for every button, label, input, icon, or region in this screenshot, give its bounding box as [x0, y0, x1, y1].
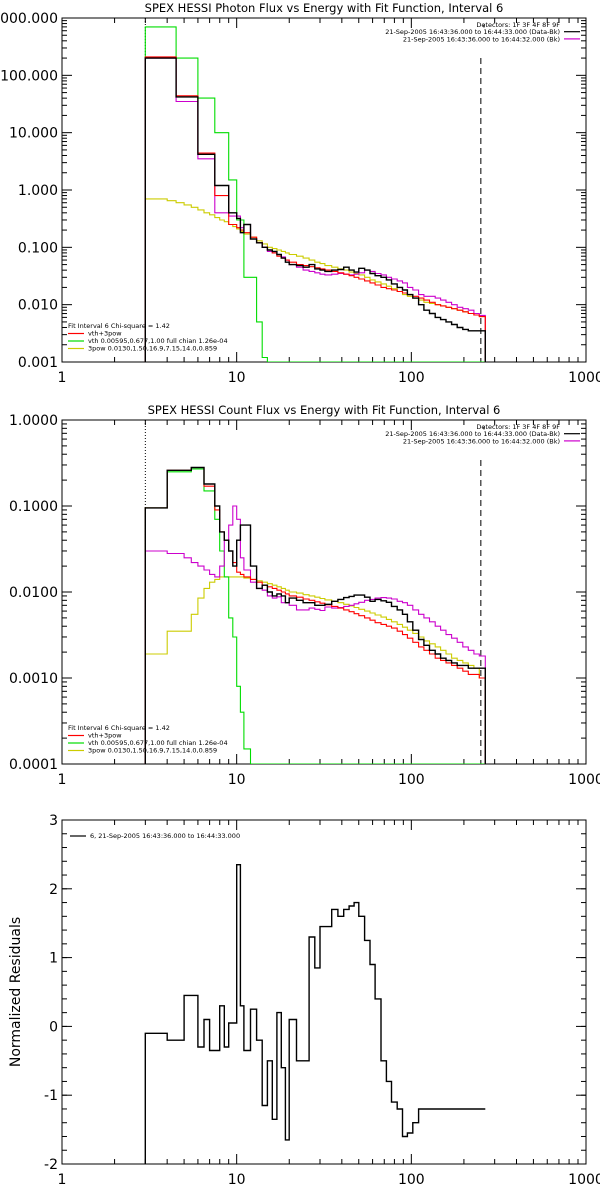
x-tick-label: 10 [228, 1172, 246, 1188]
annotation-top-right: 21-Sep-2005 16:43:36.000 to 16:44:32.000… [403, 35, 560, 43]
annotation-top-right: 21-Sep-2005 16:43:36.000 to 16:44:33.000… [385, 430, 560, 438]
legend-label: 6, 21-Sep-2005 16:43:36.000 to 16:44:33.… [90, 832, 240, 840]
y-tick-label: 0.0100 [9, 585, 58, 601]
y-tick-label: 2 [49, 882, 58, 898]
y-tick-label: 1 [49, 951, 58, 967]
annotation-bottom-left: vth 0.00595,0.677,1.00 full chian 1.26e-… [88, 739, 228, 747]
series-group [144, 864, 486, 1164]
annotation-bottom-left: Fit Interval 6 Chi-square = 1.42 [68, 322, 170, 330]
x-tick-label: 1000 [568, 772, 600, 788]
x-tick-label: 10 [228, 370, 246, 386]
series-group [144, 466, 486, 764]
count-flux-panel: SPEX HESSI Count Flux vs Energy with Fit… [9, 403, 600, 788]
annotation-top-right: Detectors: 1F 3F 4F 8F 9F [476, 423, 560, 431]
chart-title: SPEX HESSI Photon Flux vs Energy with Fi… [145, 1, 504, 15]
y-tick-label: 0.001 [18, 355, 58, 371]
y-tick-label: 1.0000 [9, 413, 58, 429]
x-tick-label: 100 [398, 772, 425, 788]
x-tick-label: 10 [228, 772, 246, 788]
series-3pow-line [144, 198, 486, 362]
x-tick-label: 1000 [568, 1172, 600, 1188]
plot-frame [61, 819, 587, 1165]
annotation-bottom-left: vth 0.00595,0.677,1.00 full chian 1.26e-… [88, 337, 228, 345]
y-tick-label: 0.0001 [9, 757, 58, 773]
y-tick-label: 3 [49, 813, 58, 829]
y-tick-label: 0.100 [18, 240, 58, 256]
annotation-bottom-left: 3pow 0.0130,1.50,16.9,7.15,14.0,0.859 [88, 345, 217, 353]
annotation-bottom-left: vth+3pow [88, 330, 122, 338]
series-vth-line [144, 468, 486, 764]
series-data-line [144, 57, 486, 362]
x-tick-label: 1 [58, 1172, 67, 1188]
y-tick-label: 0.1000 [9, 499, 58, 515]
series-residuals-line [144, 864, 486, 1164]
x-tick-label: 1 [58, 772, 67, 788]
series-vth-line [144, 26, 486, 362]
y-tick-label: -2 [44, 1157, 58, 1173]
series-background-line [144, 505, 486, 764]
annotation-top-right: Detectors: 1F 3F 4F 8F 9F [476, 21, 560, 29]
x-tick-label: 1000 [568, 370, 600, 386]
y-tick-label: -1 [44, 1088, 58, 1104]
series-background-line [144, 57, 486, 362]
annotation-bottom-left: vth+3pow [88, 732, 122, 740]
y-axis-label: Normalized Residuals [8, 917, 24, 1067]
series-data-line [144, 466, 486, 764]
series-group [144, 26, 486, 362]
y-tick-label: 0.010 [18, 298, 58, 314]
annotation-bottom-left: 3pow 0.0130,1.50,16.9,7.15,14.0,0.859 [88, 747, 217, 755]
y-tick-label: 1000.000 [0, 11, 58, 27]
x-tick-label: 1 [58, 370, 67, 386]
y-tick-label: 0 [49, 1019, 58, 1035]
x-tick-label: 100 [398, 1172, 425, 1188]
y-tick-label: 10.000 [9, 126, 58, 142]
y-tick-label: 100.000 [0, 68, 58, 84]
x-tick-label: 100 [398, 370, 425, 386]
photon-flux-panel: SPEX HESSI Photon Flux vs Energy with Fi… [0, 1, 600, 386]
residuals-panel: 1 10 100 1000 -2 -1 0 1 2 3 Normalized Residuals 6,… [8, 813, 600, 1188]
chart-title: SPEX HESSI Count Flux vs Energy with Fit… [148, 403, 501, 417]
y-tick-label: 0.0010 [9, 671, 58, 687]
annotation-top-right: 21-Sep-2005 16:43:36.000 to 16:44:33.000… [385, 28, 560, 36]
y-tick-label: 1.000 [18, 183, 58, 199]
annotation-top-right: 21-Sep-2005 16:43:36.000 to 16:44:32.000… [403, 437, 560, 445]
annotation-bottom-left: Fit Interval 6 Chi-square = 1.42 [68, 724, 170, 732]
